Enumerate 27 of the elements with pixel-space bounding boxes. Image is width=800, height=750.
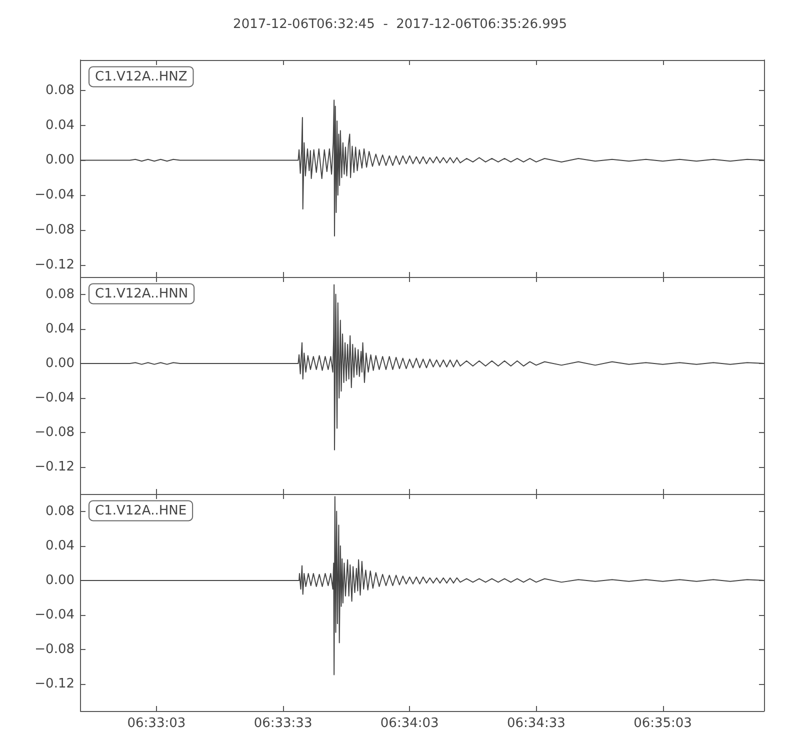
y-tick-label: −0.08	[34, 642, 74, 658]
x-tick-label: 06:33:33	[254, 716, 312, 731]
y-tick-label: 0.00	[46, 356, 74, 371]
y-tick-label: −0.04	[34, 390, 74, 406]
x-tick-label: 06:34:33	[506, 716, 566, 731]
y-tick-label: 0.08	[46, 504, 74, 519]
y-tick-label: −0.04	[34, 608, 74, 623]
x-tick-label: 06:35:03	[634, 716, 692, 731]
text: C1.V12A..HNE	[95, 504, 187, 519]
x-tick-label: 06:33:03	[127, 716, 186, 731]
y-tick-label: 0.04	[46, 321, 74, 336]
text: C1.V12A..HNN	[95, 286, 188, 302]
y-tick-label: 0.08	[46, 83, 74, 98]
x-tick-label: 06:34:03	[380, 716, 439, 731]
chart-title: 2017-12-06T06:32:45 - 2017-12-06T06:35:26.995	[233, 17, 567, 32]
y-tick-label: 0.00	[46, 152, 74, 168]
y-tick-label: −0.08	[34, 425, 74, 440]
y-tick-label: −0.04	[34, 188, 74, 203]
y-tick-label: −0.12	[34, 460, 74, 475]
y-tick-label: 0.00	[46, 572, 74, 588]
y-tick-label: 0.04	[46, 118, 74, 133]
y-tick-label: 0.04	[46, 538, 74, 554]
text: C1.V12A..HNZ	[95, 70, 188, 85]
y-tick-label: 0.08	[46, 286, 74, 302]
y-tick-label: −0.12	[34, 676, 74, 692]
y-tick-label: −0.12	[34, 257, 74, 272]
y-tick-label: −0.08	[34, 222, 74, 238]
